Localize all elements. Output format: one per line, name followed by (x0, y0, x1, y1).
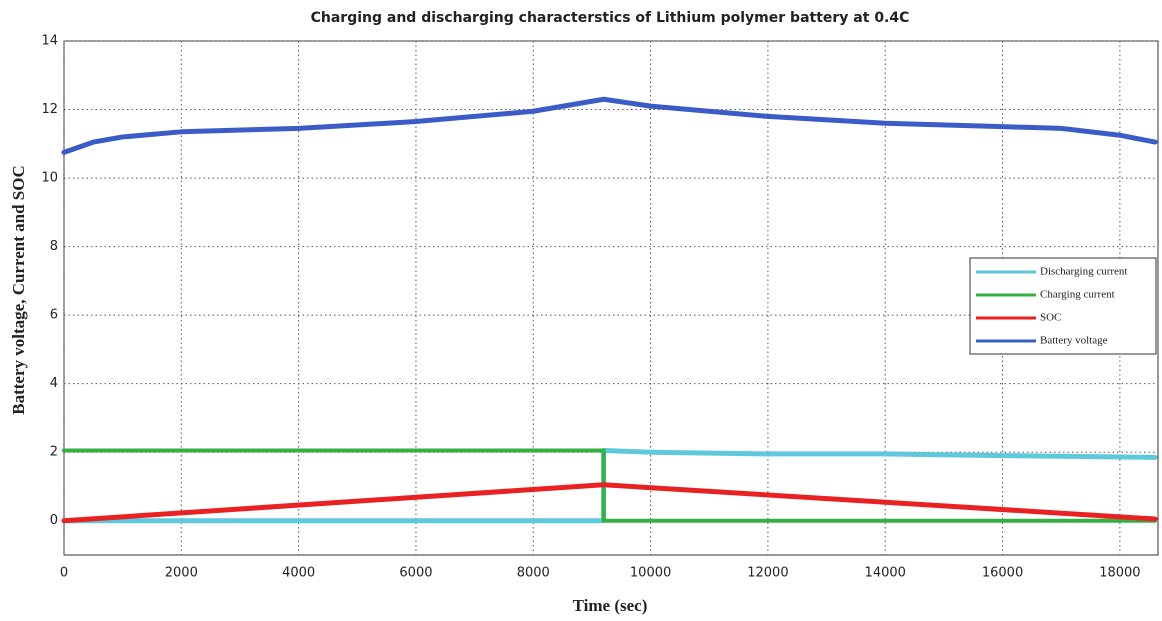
legend-label: Charging current (1040, 289, 1115, 301)
y-axis-label: Battery voltage, Current and SOC (9, 165, 28, 414)
y-tick-label: 2 (50, 445, 58, 460)
x-tick-label: 4000 (282, 566, 315, 581)
x-tick-label: 6000 (399, 566, 432, 581)
y-tick-label: 4 (50, 376, 58, 391)
y-tick-label: 10 (41, 171, 58, 186)
legend-label: Battery voltage (1040, 335, 1108, 347)
y-tick-label: 12 (41, 102, 58, 117)
y-tick-label: 0 (50, 513, 58, 528)
legend-label: Discharging current (1040, 266, 1127, 278)
x-tick-label: 14000 (865, 566, 906, 581)
x-tick-label: 10000 (630, 566, 671, 581)
series-line (61, 96, 1158, 155)
y-tick-label: 14 (41, 34, 58, 49)
y-tick-label: 8 (50, 239, 58, 254)
x-tick-label: 2000 (165, 566, 198, 581)
x-tick-label: 18000 (1099, 566, 1140, 581)
x-tick-label: 12000 (747, 566, 788, 581)
legend-box (969, 257, 1157, 355)
legend-label: SOC (1040, 312, 1061, 324)
x-axis-label: Time (sec) (573, 596, 648, 615)
series-line (61, 482, 1158, 524)
chart-title: Charging and discharging characterstics … (311, 10, 910, 26)
legend: Discharging current Charging current SOC Ba… (969, 257, 1157, 355)
x-tick-label: 8000 (517, 566, 550, 581)
x-tick-label: 0 (60, 566, 68, 581)
y-tick-label: 6 (50, 308, 58, 323)
x-tick-label: 16000 (982, 566, 1023, 581)
